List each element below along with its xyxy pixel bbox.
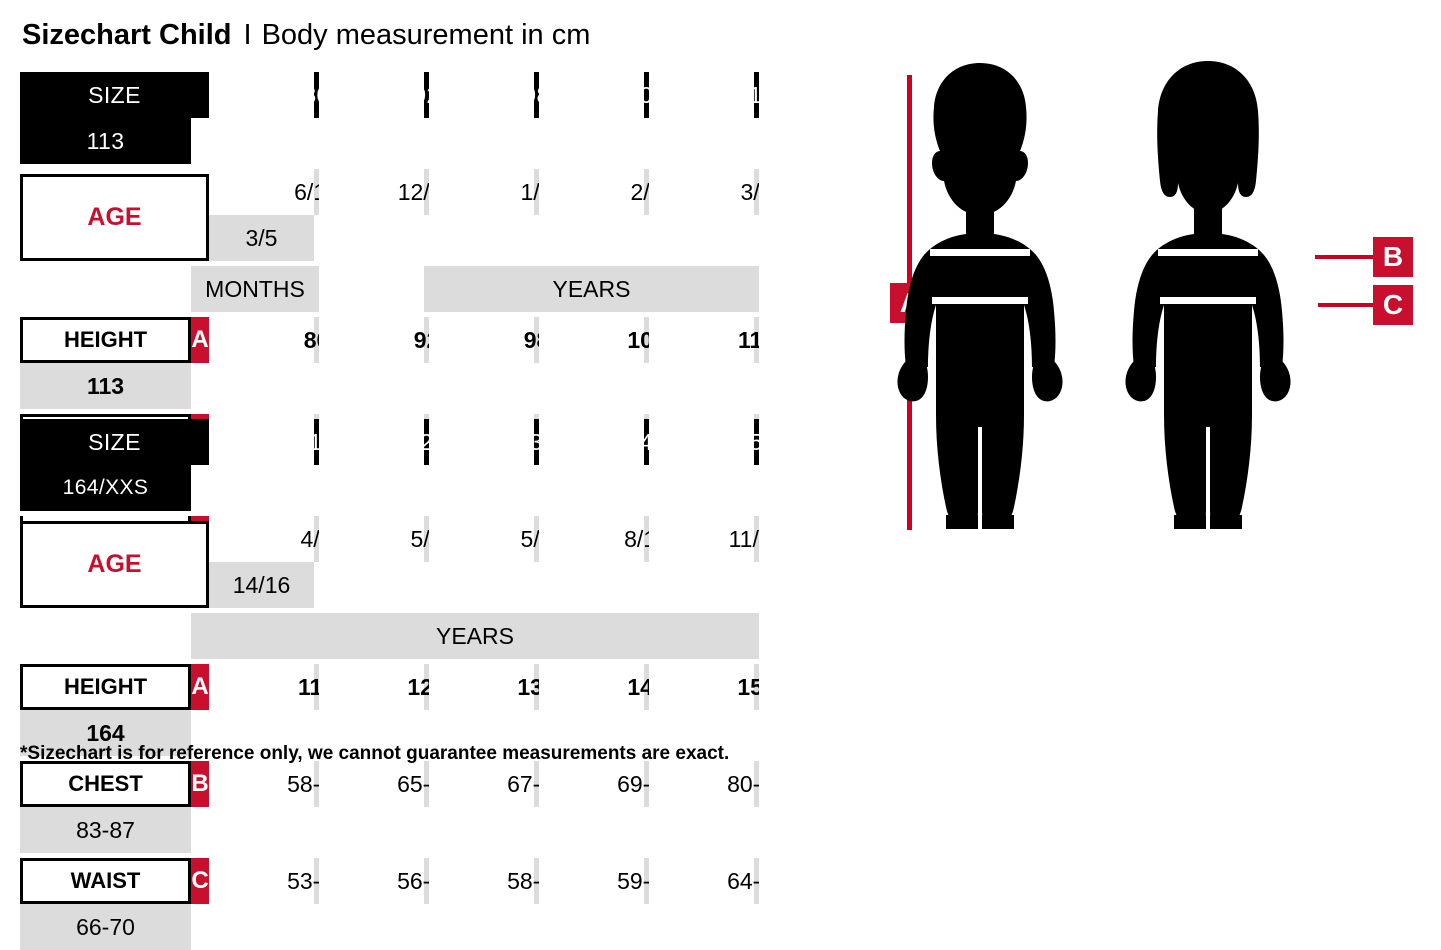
spacer [429,516,534,562]
diagram-badge-c: C [1373,285,1413,325]
spacer [759,664,864,710]
spacer [209,169,314,215]
table2-chest-value: 83-87 [20,807,191,853]
spacer [209,317,314,363]
spacer [209,419,314,465]
spacer [429,664,534,710]
spacer [319,317,424,363]
spacer [759,169,864,215]
sizechart-table-large: SIZE 116 128 134 140 158 164/XXS AGE 4/5… [20,419,864,950]
spacer [759,761,864,807]
table2-age-value: 14/16 [209,562,314,608]
row-spacer [20,506,864,511]
spacer [319,858,424,904]
row-spacer [20,756,864,761]
table1-age-label: AGE [20,174,209,261]
spacer [649,664,754,710]
table2-height-value: 164 [20,710,191,756]
table2-size-value: 164/XXS [20,465,191,511]
girl-silhouette-icon [1125,61,1291,529]
spacer [649,169,754,215]
spacer [649,858,754,904]
spacer [209,72,314,118]
page-title-subtitle: Body measurement in cm [261,19,591,51]
spacer [20,266,191,312]
spacer [539,72,644,118]
spacer [429,72,534,118]
spacer [539,516,644,562]
table1-size-label: SIZE [20,72,209,118]
table1-age-unit: YEARS [424,266,759,312]
boy-silhouette-icon [897,63,1063,529]
spacer [539,858,644,904]
row-spacer [20,164,864,169]
chest-leader-line [1315,255,1375,259]
spacer [319,419,424,465]
spacer [649,317,754,363]
footnote-disclaimer: *Sizechart is for reference only, we can… [20,743,730,764]
table2-badge-c: C [191,858,209,904]
table1-row-label-height: HEIGHT [20,317,191,363]
spacer [759,516,864,562]
spacer [209,858,314,904]
row-spacer [209,608,864,613]
spacer [319,266,424,312]
page-title: Sizechart Child I Body measurement in cm [22,18,590,52]
row-spacer [20,409,864,414]
spacer [759,317,864,363]
spacer [209,664,314,710]
spacer [649,72,754,118]
spacer [209,516,314,562]
spacer [319,664,424,710]
table2-row-label-chest: CHEST [20,761,191,807]
row-spacer [20,511,864,516]
spacer [759,419,864,465]
spacer [539,317,644,363]
table2-waist-value: 66-70 [20,904,191,950]
page-title-main: Sizechart Child [22,19,232,51]
spacer [539,169,644,215]
table1-age-unit: MONTHS [191,266,319,312]
table1-size-value: 113 [20,118,191,164]
spacer [759,858,864,904]
table2-age-unit: YEARS [191,613,759,659]
spacer [539,419,644,465]
table1-age-value: 3/5 [209,215,314,261]
body-measurement-diagram: A B C [880,55,1441,565]
diagram-badge-b: B [1373,237,1413,277]
page-title-separator: I [243,19,252,51]
spacer [319,72,424,118]
spacer [759,72,864,118]
spacer [319,516,424,562]
table1-badge-a: A [191,317,209,363]
table2-age-label: AGE [20,521,209,608]
table2-badge-a: A [191,664,209,710]
spacer [429,169,534,215]
spacer [649,419,754,465]
table1-height-value: 113 [20,363,191,409]
spacer [429,858,534,904]
row-spacer [20,659,864,664]
table2-size-label: SIZE [20,419,209,465]
table2-row-label-waist: WAIST [20,858,191,904]
table2-badge-b: B [191,761,209,807]
spacer [429,317,534,363]
row-spacer [209,261,864,266]
table2-row-label-height: HEIGHT [20,664,191,710]
waist-leader-line [1318,303,1375,307]
spacer [539,664,644,710]
spacer [429,419,534,465]
spacer [649,516,754,562]
spacer [20,613,191,659]
spacer [319,169,424,215]
row-spacer [20,312,864,317]
